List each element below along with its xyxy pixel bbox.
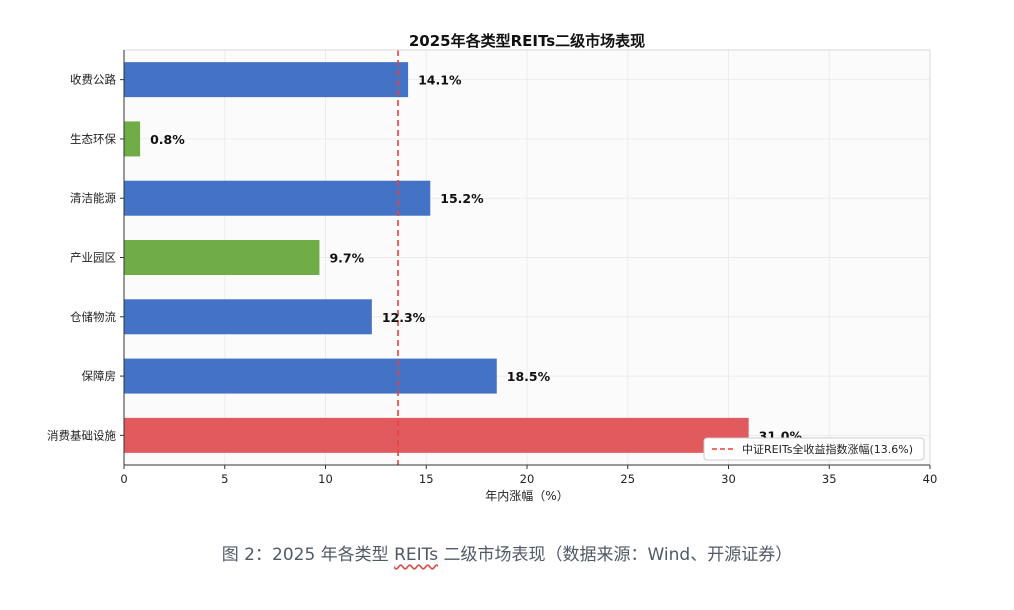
value-label: 15.2% — [440, 191, 484, 206]
x-tick-label: 10 — [318, 472, 333, 486]
caption-suffix: 二级市场表现（数据来源：Wind、开源证券） — [438, 545, 793, 565]
x-tick-label: 40 — [923, 472, 938, 486]
x-tick-label: 30 — [721, 472, 736, 486]
bar — [124, 62, 409, 98]
x-tick-label: 5 — [221, 472, 228, 486]
value-label: 0.8% — [150, 132, 185, 147]
bar-chart: 14.1%0.8%15.2%9.7%12.3%18.5%31.0% 0 5 10 15… — [47, 32, 938, 503]
legend-box — [703, 437, 925, 461]
value-label: 12.3% — [382, 310, 426, 325]
caption-prefix: 图 2：2025 年各类型 — [221, 545, 395, 565]
chart-title: 2025年各类型REITs二级市场表现 — [409, 32, 645, 50]
category-label: 产业园区 — [70, 251, 116, 265]
category-label: 清洁能源 — [70, 191, 116, 205]
bar — [124, 299, 372, 335]
value-label: 18.5% — [507, 369, 551, 384]
legend: 中证REITs全收益指数涨幅(13.6%) — [703, 437, 925, 461]
bar — [124, 240, 320, 275]
bar — [124, 180, 431, 216]
bar — [124, 417, 749, 453]
axes: 0 5 10 15 20 25 30 35 40 收费公路生态环保清洁能源产业园区仓储物流保障房消… — [47, 49, 938, 486]
x-axis-label: 年内涨幅（%） — [485, 488, 568, 503]
category-label: 仓储物流 — [70, 310, 116, 324]
caption-underlined-term: REITs — [394, 545, 439, 565]
value-label: 14.1% — [418, 73, 462, 88]
bars — [124, 62, 749, 453]
x-tick-label: 0 — [120, 472, 127, 486]
bar — [124, 121, 141, 157]
category-label: 消费基础设施 — [47, 428, 116, 442]
category-label: 保障房 — [82, 369, 117, 383]
category-label: 收费公路 — [70, 73, 116, 87]
category-label: 生态环保 — [70, 132, 116, 146]
x-tick-label: 35 — [822, 472, 837, 486]
x-tick-label: 15 — [419, 472, 434, 486]
value-label: 9.7% — [329, 251, 364, 266]
bar — [124, 358, 497, 394]
x-tick-label: 25 — [620, 472, 635, 486]
figure-caption: 图 2：2025 年各类型 REITs 二级市场表现（数据来源：Wind、开源证… — [0, 540, 1014, 565]
legend-label: 中证REITs全收益指数涨幅(13.6%) — [742, 442, 913, 456]
x-tick-label: 20 — [520, 472, 535, 486]
